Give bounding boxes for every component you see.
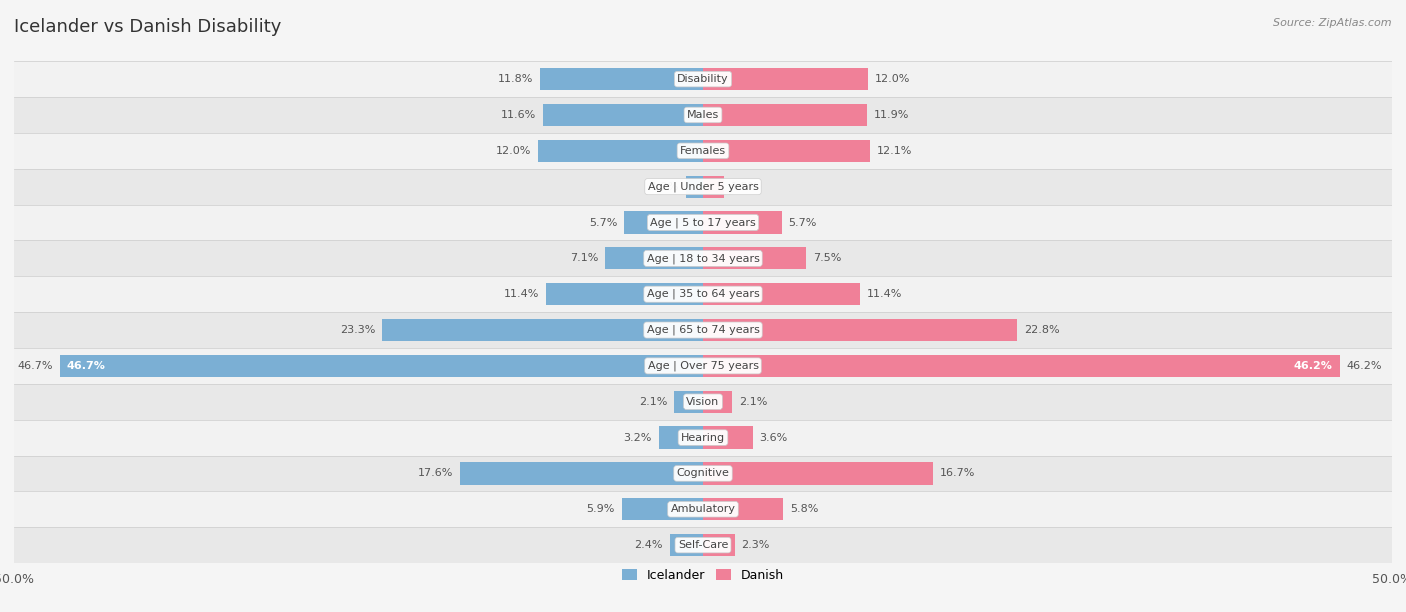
Text: Age | 65 to 74 years: Age | 65 to 74 years xyxy=(647,325,759,335)
Bar xyxy=(703,283,860,305)
Bar xyxy=(14,276,1392,312)
Bar xyxy=(686,176,703,198)
Bar xyxy=(624,211,703,234)
Bar xyxy=(703,319,1017,341)
Text: 11.4%: 11.4% xyxy=(868,289,903,299)
Text: Hearing: Hearing xyxy=(681,433,725,442)
Bar xyxy=(14,420,1392,455)
Bar xyxy=(703,68,869,90)
Text: Age | 35 to 64 years: Age | 35 to 64 years xyxy=(647,289,759,299)
Bar xyxy=(703,534,735,556)
Text: 5.8%: 5.8% xyxy=(790,504,818,514)
Text: Self-Care: Self-Care xyxy=(678,540,728,550)
Text: Ambulatory: Ambulatory xyxy=(671,504,735,514)
Bar xyxy=(14,348,1392,384)
Text: 1.2%: 1.2% xyxy=(651,182,679,192)
Text: Age | 18 to 34 years: Age | 18 to 34 years xyxy=(647,253,759,264)
Text: 5.9%: 5.9% xyxy=(586,504,614,514)
Bar xyxy=(14,527,1392,563)
Text: 7.1%: 7.1% xyxy=(569,253,599,263)
Bar xyxy=(543,104,703,126)
Bar xyxy=(14,312,1392,348)
Text: 5.7%: 5.7% xyxy=(789,217,817,228)
Text: Cognitive: Cognitive xyxy=(676,468,730,479)
Bar xyxy=(669,534,703,556)
Text: 7.5%: 7.5% xyxy=(813,253,842,263)
Text: Females: Females xyxy=(681,146,725,156)
Text: 12.0%: 12.0% xyxy=(495,146,531,156)
Bar xyxy=(703,211,782,234)
Bar xyxy=(703,176,724,198)
Text: Disability: Disability xyxy=(678,74,728,84)
Text: 3.2%: 3.2% xyxy=(624,433,652,442)
Text: Males: Males xyxy=(688,110,718,120)
Text: 2.1%: 2.1% xyxy=(638,397,668,407)
Text: Age | Over 75 years: Age | Over 75 years xyxy=(648,360,758,371)
Text: Source: ZipAtlas.com: Source: ZipAtlas.com xyxy=(1274,18,1392,28)
Text: 46.2%: 46.2% xyxy=(1294,361,1333,371)
Bar xyxy=(14,61,1392,97)
Text: 11.9%: 11.9% xyxy=(875,110,910,120)
Bar xyxy=(703,427,752,449)
Text: Age | 5 to 17 years: Age | 5 to 17 years xyxy=(650,217,756,228)
Text: 46.2%: 46.2% xyxy=(1347,361,1382,371)
Bar xyxy=(546,283,703,305)
Bar xyxy=(621,498,703,520)
Text: 2.3%: 2.3% xyxy=(741,540,770,550)
Text: 23.3%: 23.3% xyxy=(340,325,375,335)
Text: 11.4%: 11.4% xyxy=(503,289,538,299)
Bar xyxy=(605,247,703,269)
Bar xyxy=(703,247,807,269)
Bar xyxy=(14,241,1392,276)
Text: Vision: Vision xyxy=(686,397,720,407)
Bar xyxy=(673,390,703,413)
Bar xyxy=(659,427,703,449)
Bar xyxy=(14,491,1392,527)
Bar xyxy=(703,104,868,126)
Text: 16.7%: 16.7% xyxy=(941,468,976,479)
Bar xyxy=(461,462,703,485)
Bar xyxy=(703,390,733,413)
Text: 11.8%: 11.8% xyxy=(498,74,533,84)
Bar xyxy=(382,319,703,341)
Bar xyxy=(14,169,1392,204)
Bar xyxy=(703,355,1340,377)
Bar xyxy=(14,133,1392,169)
Text: 1.5%: 1.5% xyxy=(731,182,759,192)
Text: Age | Under 5 years: Age | Under 5 years xyxy=(648,181,758,192)
Bar xyxy=(540,68,703,90)
Bar xyxy=(703,140,870,162)
Bar xyxy=(14,204,1392,241)
Text: 3.6%: 3.6% xyxy=(759,433,787,442)
Text: 5.7%: 5.7% xyxy=(589,217,617,228)
Text: 2.4%: 2.4% xyxy=(634,540,664,550)
Bar xyxy=(703,498,783,520)
Text: 2.1%: 2.1% xyxy=(738,397,768,407)
Text: 46.7%: 46.7% xyxy=(66,361,105,371)
Text: 46.7%: 46.7% xyxy=(17,361,52,371)
Legend: Icelander, Danish: Icelander, Danish xyxy=(617,564,789,587)
Bar xyxy=(59,355,703,377)
Bar xyxy=(14,455,1392,491)
Bar xyxy=(703,462,934,485)
Bar xyxy=(14,97,1392,133)
Text: Icelander vs Danish Disability: Icelander vs Danish Disability xyxy=(14,18,281,36)
Text: 17.6%: 17.6% xyxy=(418,468,454,479)
Text: 22.8%: 22.8% xyxy=(1024,325,1060,335)
Text: 11.6%: 11.6% xyxy=(501,110,536,120)
Bar xyxy=(537,140,703,162)
Bar xyxy=(14,384,1392,420)
Text: 12.0%: 12.0% xyxy=(875,74,911,84)
Text: 12.1%: 12.1% xyxy=(876,146,912,156)
